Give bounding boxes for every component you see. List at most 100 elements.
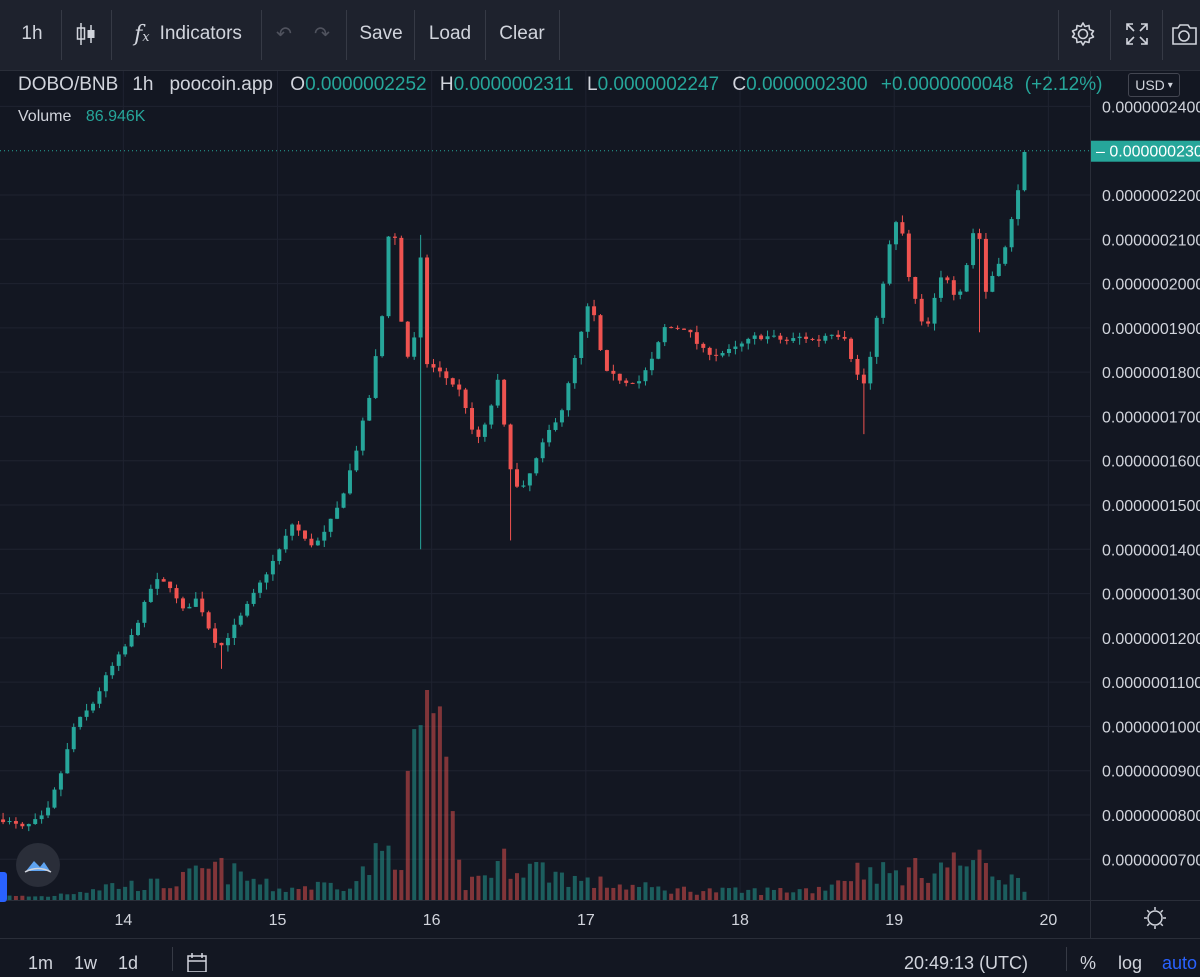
volume-bar (682, 886, 687, 900)
candle-body (804, 336, 809, 339)
volume-bar (110, 883, 115, 900)
volume-bar (919, 877, 924, 900)
utc-clock[interactable]: 20:49:13 (UTC) (904, 953, 1029, 973)
candle-body (148, 588, 153, 602)
volume-bar (341, 891, 346, 900)
candle-body (784, 339, 789, 341)
cloud-logo-icon (24, 861, 52, 873)
volume-bar (810, 893, 815, 900)
save-button[interactable]: Save (350, 8, 412, 60)
last-price-label-bg (1091, 140, 1200, 162)
y-tick-label: 0.0000001000 (1102, 719, 1200, 736)
y-tick-label: 0.0000001900 (1102, 321, 1200, 338)
volume-bar (354, 881, 359, 900)
calendar-icon[interactable] (186, 952, 208, 977)
candle-body (174, 588, 179, 599)
candle-body (849, 338, 854, 359)
candle-body (270, 560, 275, 575)
candle-body (78, 716, 83, 728)
candle-body (746, 338, 751, 344)
volume-bar (303, 886, 307, 900)
x-tick-label: 19 (885, 912, 903, 929)
candle-body (637, 381, 642, 384)
volume-bar (990, 876, 995, 900)
volume-bar (123, 886, 128, 900)
volume-bar (450, 811, 455, 900)
volume-legend: Volume 86.946K (18, 108, 145, 126)
load-label: Load (428, 23, 472, 44)
candle-body (405, 321, 410, 357)
tradingview-logo[interactable] (16, 843, 60, 887)
volume-bar (726, 888, 731, 900)
undo-icon: ↶ (276, 23, 292, 45)
volume-bar (380, 850, 385, 900)
candle-body (527, 473, 532, 486)
volume-bar (315, 881, 320, 900)
volume-bar (219, 857, 224, 900)
candle-body (354, 450, 359, 471)
candle-body (714, 354, 719, 356)
log-scale-button[interactable]: log (1118, 953, 1143, 973)
candle-body (225, 637, 230, 646)
screenshot-button[interactable] (1166, 8, 1200, 60)
volume-bar (405, 770, 410, 900)
candle-body (983, 238, 988, 292)
fullscreen-button[interactable] (1115, 8, 1159, 60)
volume-bar (206, 868, 211, 900)
volume-bar (161, 888, 166, 900)
indicators-button[interactable]: fx Indicators (118, 8, 258, 60)
volume-bar (187, 868, 192, 900)
candle-body (913, 277, 918, 299)
symbol-name[interactable]: DOBO/BNB (18, 74, 119, 95)
x-tick-label: 17 (577, 912, 595, 929)
candle-body (566, 383, 571, 411)
volume-bar (894, 870, 898, 900)
candle-body (881, 283, 886, 318)
redo-icon: ↷ (314, 23, 330, 45)
candle-body (373, 356, 378, 398)
range-1m-button[interactable]: 1m (28, 953, 54, 973)
candle-body (129, 635, 134, 647)
range-1w-button[interactable]: 1w (74, 953, 98, 973)
candle-body (187, 606, 192, 609)
open-label: O (290, 74, 306, 95)
range-1d-button[interactable]: 1d (118, 953, 139, 973)
volume-bar (759, 894, 764, 900)
chart-type-button[interactable] (64, 8, 108, 60)
volume-bar (174, 886, 179, 900)
interval-button[interactable]: 1h (8, 8, 56, 60)
clear-button[interactable]: Clear (488, 8, 556, 60)
candle-body (919, 298, 924, 322)
candle-body (598, 315, 603, 351)
candle-body (470, 408, 475, 430)
candle-body (1003, 247, 1008, 264)
undo-button[interactable]: ↶ (266, 8, 302, 60)
candle-body (347, 470, 352, 494)
auto-scale-button[interactable]: auto (1162, 953, 1198, 973)
volume-bar (13, 895, 18, 900)
settings-button[interactable] (1062, 8, 1104, 60)
candle-body (585, 306, 590, 332)
left-scale-handle[interactable] (0, 872, 7, 902)
candle-body (752, 335, 757, 339)
candle-body (778, 335, 783, 340)
candle-body (726, 348, 731, 354)
volume-bar (463, 890, 468, 900)
percent-scale-button[interactable]: % (1080, 953, 1097, 973)
candle-body (412, 337, 417, 357)
currency-select[interactable]: USD ▾ (1128, 73, 1180, 97)
candle-body (1022, 151, 1027, 191)
volume-bar (926, 882, 931, 900)
volume-bar (771, 889, 776, 900)
volume-bar (604, 887, 609, 900)
volume-bar (804, 888, 809, 900)
volume-bar (720, 887, 725, 900)
candle-body (296, 524, 301, 531)
volume-bar (515, 873, 519, 900)
redo-button[interactable]: ↷ (304, 8, 340, 60)
volume-bar (412, 729, 417, 900)
load-button[interactable]: Load (417, 8, 483, 60)
change-percent: (+2.12%) (1024, 74, 1103, 95)
volume-bar (617, 884, 622, 900)
